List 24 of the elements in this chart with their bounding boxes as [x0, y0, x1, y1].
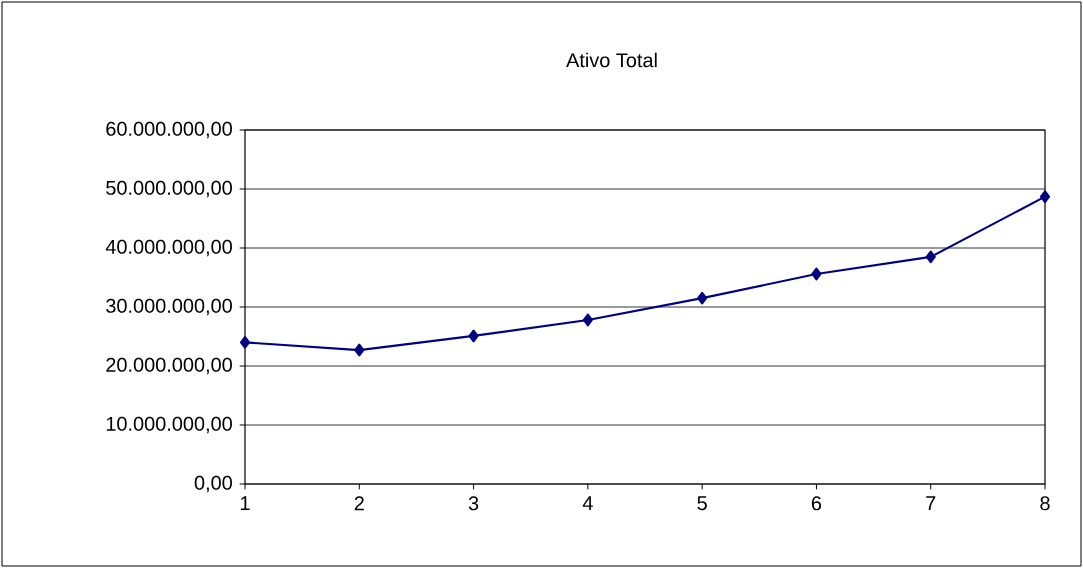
point [811, 267, 822, 281]
x-tick-label: 6 [811, 496, 822, 511]
point [354, 343, 365, 357]
y-tick-label: 60.000.000,00 [106, 121, 232, 139]
point [697, 291, 708, 305]
point [468, 329, 479, 343]
y-tick-label: 20.000.000,00 [106, 357, 232, 375]
point [925, 250, 936, 264]
x-tick-label: 8 [1040, 496, 1050, 511]
x-tick-label: 1 [240, 496, 250, 510]
point [1039, 190, 1051, 204]
point [582, 313, 593, 327]
y-tick-label: 30.000.000,00 [106, 298, 232, 316]
y-tick-label: 40.000.000,00 [105, 239, 232, 257]
x-tick-label: 7 [926, 496, 936, 510]
x-tick-label: 3 [468, 496, 479, 511]
y-tick-label: 0,00 [194, 475, 232, 493]
x-tick-label: 5 [697, 496, 707, 511]
point [239, 336, 251, 349]
x-tick-label: 2 [354, 496, 364, 511]
y-tick-label: 50.000.000,00 [106, 180, 232, 198]
chart-title: Ativo Total [566, 52, 657, 68]
x-tick-label: 4 [582, 496, 593, 510]
y-tick-label: 10.000.000,00 [106, 416, 232, 434]
